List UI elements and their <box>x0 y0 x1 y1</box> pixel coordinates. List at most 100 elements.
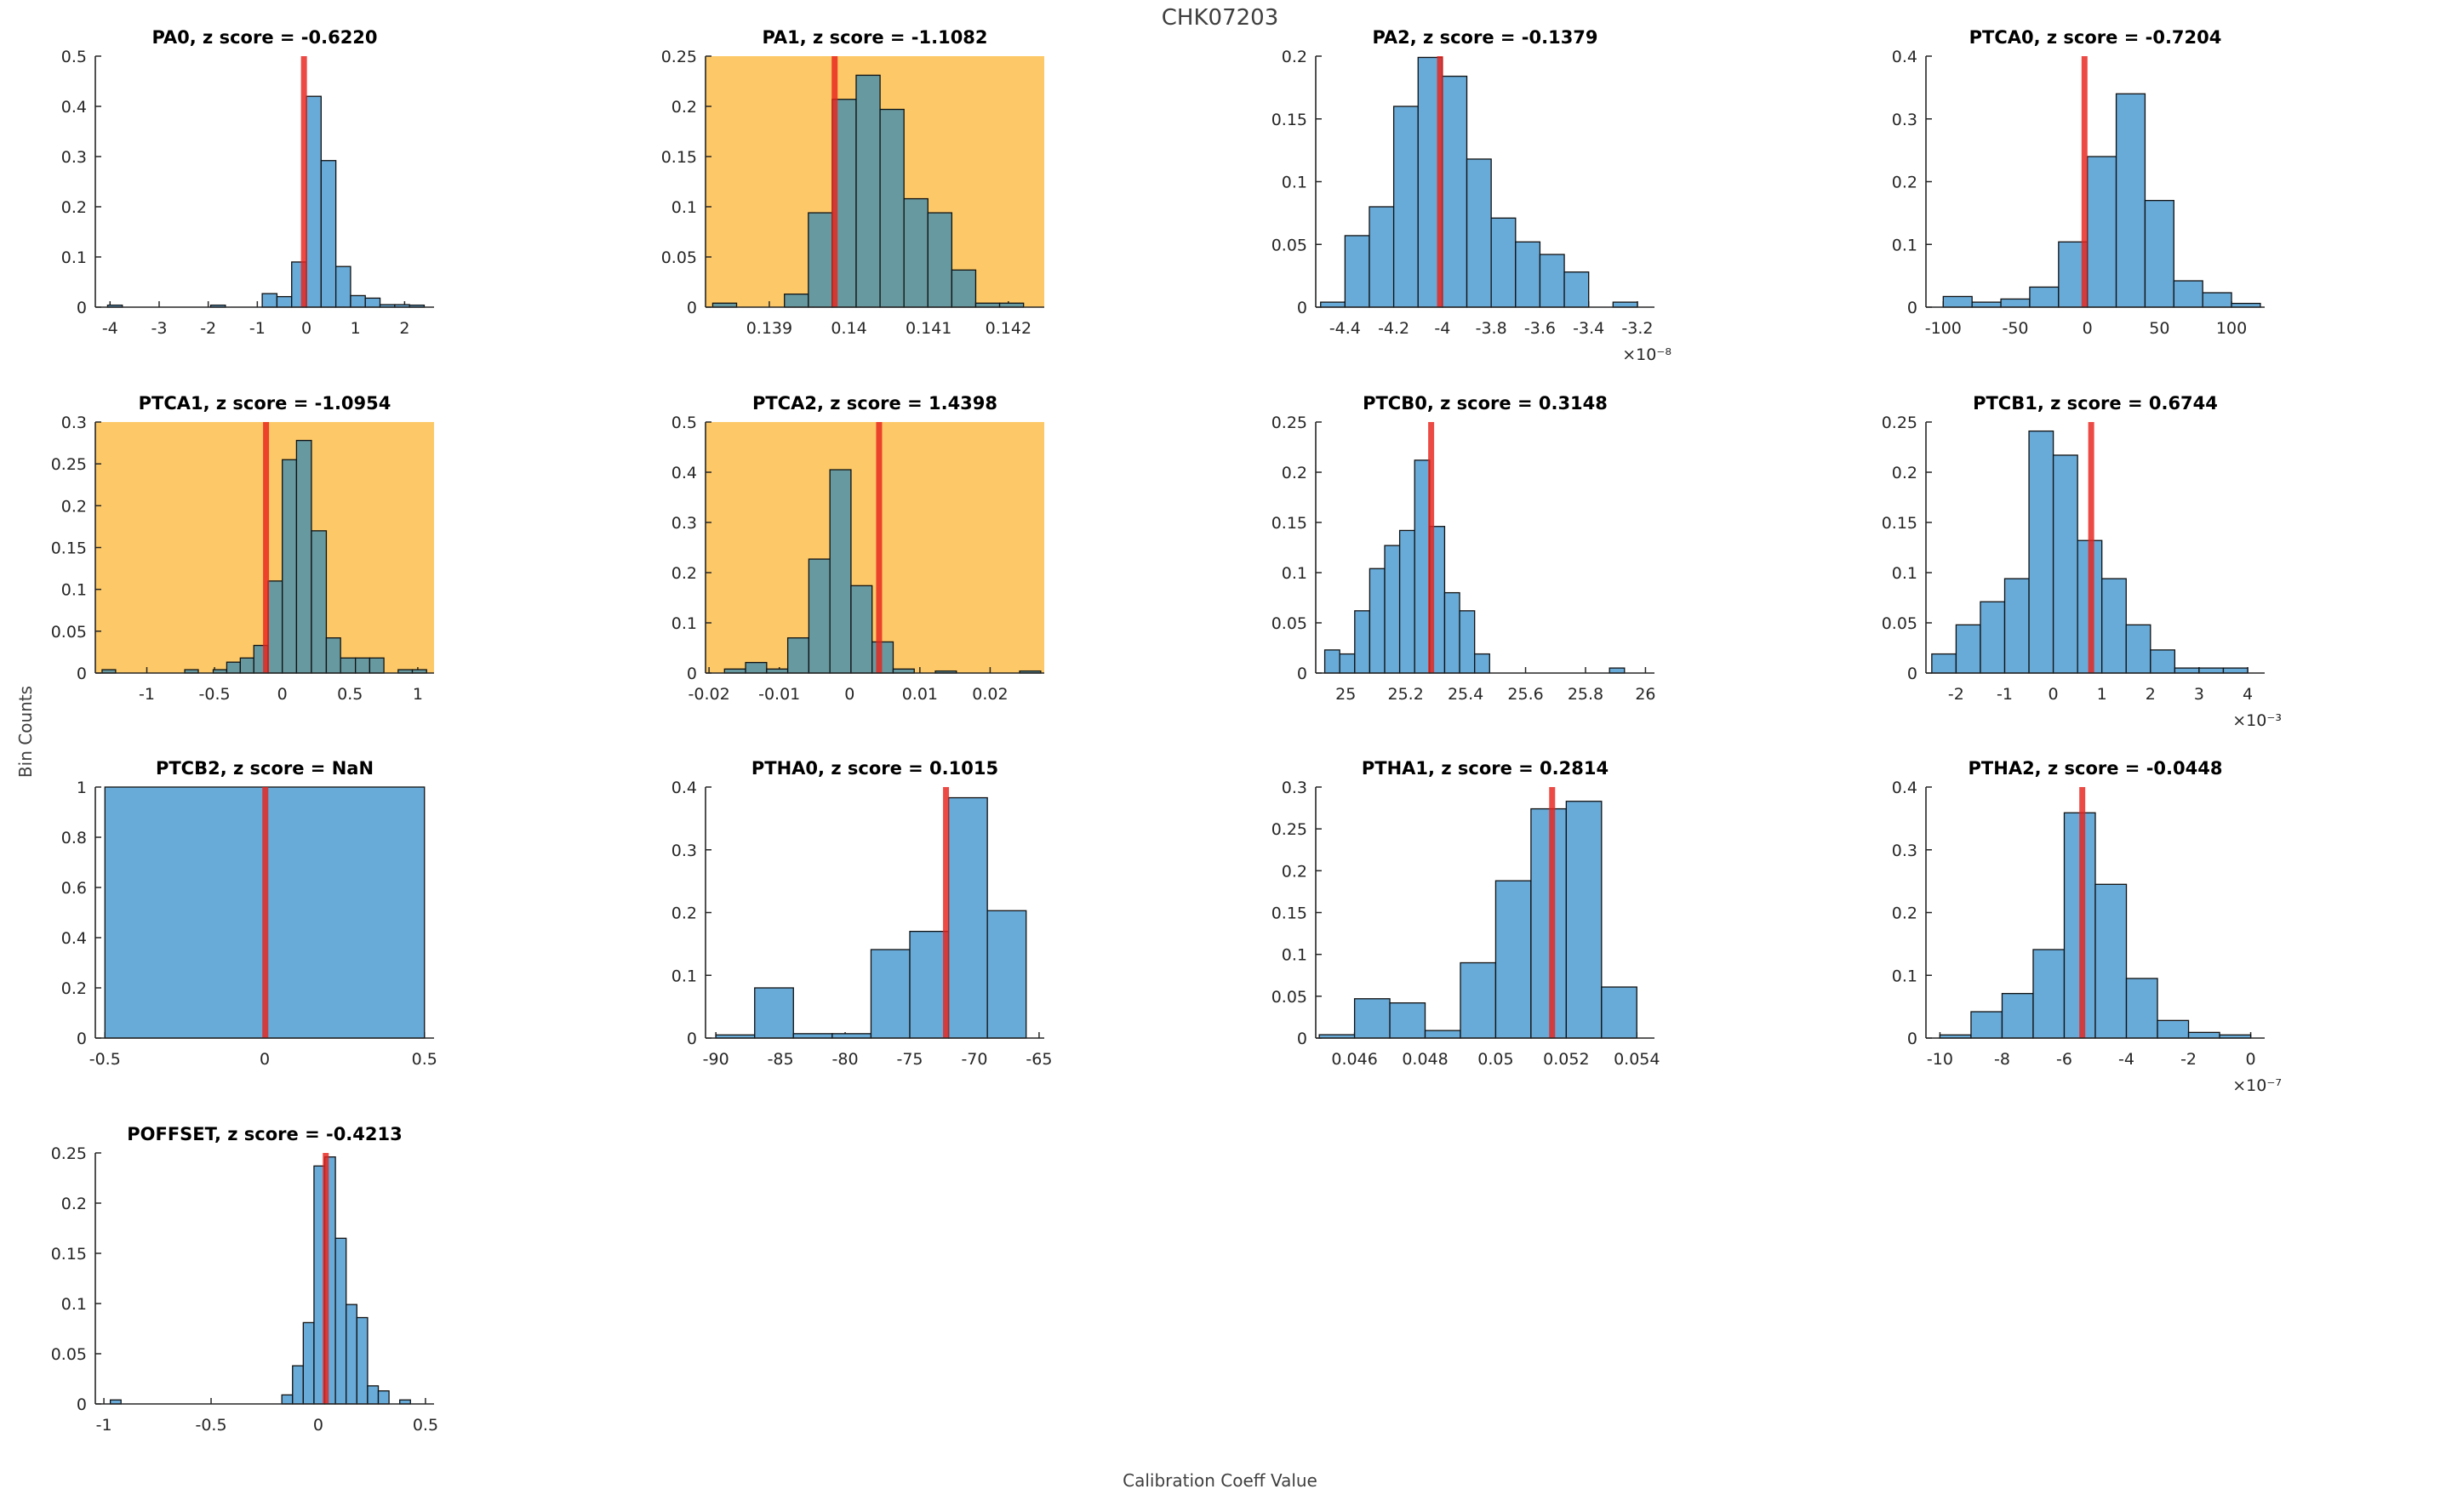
y-tick-label: 0.3 <box>61 414 87 432</box>
y-tick-label: 0.4 <box>1892 779 1917 797</box>
histogram-bar <box>1609 667 1626 674</box>
y-tick-label: 0.05 <box>661 248 697 267</box>
x-tick-label: -8 <box>1994 1050 2010 1069</box>
histogram-bar <box>2222 667 2249 674</box>
subplot-ptca0: 0 0.1 0.2 0.3 0.4 -100 -50 0 50 100 PTCA0, z score… <box>1831 22 2440 388</box>
y-tick-label: 0.15 <box>1271 514 1307 533</box>
histogram-bar <box>1515 241 1541 308</box>
y-tick-label: 0.1 <box>1892 564 1917 583</box>
x-tick-label: -2 <box>2180 1050 2197 1069</box>
histogram-bar <box>1344 235 1370 308</box>
histogram-bar <box>1414 459 1431 674</box>
histogram-bar <box>2101 578 2127 674</box>
x-tick-label: -4 <box>2118 1050 2134 1069</box>
subplot-title: PTHA1, z score = 0.2814 <box>1362 758 1609 779</box>
x-tick-label: -0.01 <box>758 685 800 704</box>
histogram-bar <box>1369 568 1386 674</box>
histogram-bar <box>2001 992 2034 1039</box>
histogram-pa0: 0 0.1 0.2 0.3 0.4 0.5 -4 -3 -2 -1 0 1 2 PA0, z score … <box>61 27 434 338</box>
histogram-bar <box>1354 610 1371 674</box>
y-tick-label: 0.2 <box>61 1195 87 1213</box>
subplot-title: PA0, z score = -0.6220 <box>151 27 377 48</box>
histogram-bar <box>1490 217 1517 308</box>
histogram-bar <box>292 1365 304 1405</box>
x-tick-label: 0 <box>260 1050 270 1069</box>
histogram-bar <box>2144 199 2174 308</box>
histogram-bar <box>306 95 322 308</box>
histogram-ptha2: 0 0.1 0.2 0.3 0.4 -10 -8 -6 -4 -2 0 ×10⁻⁷ PTHA2, z s… <box>1892 758 2282 1095</box>
x-tick-label: 2 <box>399 319 409 338</box>
histogram-bar <box>1980 601 2006 674</box>
x-tick-label: -3.4 <box>1573 319 1604 338</box>
histogram-bar <box>350 294 366 308</box>
y-tick-label: 0.8 <box>61 829 87 847</box>
subplot-ptca1: 0 0.05 0.1 0.15 0.2 0.25 0.3 -1 -0.5 0 0.5 1 PTCA1, … <box>0 388 609 754</box>
histogram-ptha1: 0 0.05 0.1 0.15 0.2 0.25 0.3 0.046 0.048 0.05 0.05… <box>1271 758 1660 1069</box>
histogram-bar <box>1494 880 1532 1039</box>
x-tick-label: -0.5 <box>195 1416 226 1435</box>
histogram-bar <box>951 269 977 308</box>
y-tick-label: 0.2 <box>671 98 697 117</box>
x-tick-label: -2 <box>1948 685 1964 704</box>
x-tick-label: 0.139 <box>746 319 792 338</box>
x-tick-label: 0.14 <box>831 319 866 338</box>
histogram-bar <box>369 657 385 674</box>
subplot-ptca2: 0 0.1 0.2 0.3 0.4 0.5 -0.02 -0.01 0 0.01 0.02 PTCA2… <box>610 388 1220 754</box>
histogram-bar <box>282 459 298 674</box>
y-tick-label: 0.5 <box>671 414 697 432</box>
y-tick-label: 0.2 <box>671 904 697 923</box>
y-tick-label: 0.15 <box>1882 514 1917 533</box>
histogram-bar <box>340 657 357 674</box>
histogram-bar <box>2032 949 2066 1039</box>
x-axis-offset-label: ×10⁻⁸ <box>1622 345 1671 364</box>
histogram-ptca0: 0 0.1 0.2 0.3 0.4 -100 -50 0 50 100 PTCA0, z score… <box>1892 27 2265 338</box>
histogram-bar <box>745 661 768 674</box>
histogram-bar <box>870 949 911 1039</box>
highlight-background <box>706 422 1044 673</box>
y-tick-label: 0.05 <box>1271 236 1307 254</box>
y-tick-label: 0.4 <box>61 929 87 948</box>
histogram-bar <box>2094 883 2128 1039</box>
y-tick-label: 0 <box>1297 1030 1307 1048</box>
x-tick-label: -1 <box>139 685 155 704</box>
x-tick-label: 1 <box>2097 685 2107 704</box>
histogram-ptcb1: 0 0.05 0.1 0.15 0.2 0.25 -2 -1 0 1 2 3 4 ×10⁻³ PTCB1, … <box>1882 393 2282 730</box>
x-tick-label: -0.5 <box>199 685 231 704</box>
histogram-ptca1: 0 0.05 0.1 0.15 0.2 0.25 0.3 -1 -0.5 0 0.5 1 PTCA1, … <box>51 393 434 704</box>
x-tick-label: -70 <box>961 1050 987 1069</box>
histogram-bar <box>1466 158 1492 308</box>
histogram-ptca2: 0 0.1 0.2 0.3 0.4 0.5 -0.02 -0.01 0 0.01 0.02 PTCA2… <box>671 393 1044 704</box>
y-tick-label: 0 <box>77 1395 87 1414</box>
x-tick-label: 0.05 <box>1477 1050 1513 1069</box>
y-tick-label: 0.05 <box>1882 614 1917 633</box>
x-tick-label: 25.2 <box>1388 685 1424 704</box>
histogram-bar <box>276 295 293 308</box>
x-axis-label: Calibration Coeff Value <box>1123 1470 1317 1491</box>
histogram-bar <box>2115 93 2146 308</box>
x-tick-label: 0.141 <box>906 319 951 338</box>
y-tick-label: 0.3 <box>1282 779 1307 797</box>
x-tick-label: 25 <box>1335 685 1356 704</box>
y-tick-label: 0.2 <box>1892 174 1917 192</box>
subplot-title: PTCA0, z score = -0.7204 <box>1969 27 2222 48</box>
x-tick-label: -3 <box>151 319 168 338</box>
x-tick-label: -65 <box>1026 1050 1052 1069</box>
x-tick-label: -10 <box>1927 1050 1953 1069</box>
histogram-bar <box>1424 1030 1461 1039</box>
histogram-bar <box>320 160 337 308</box>
y-tick-label: 0.15 <box>51 539 87 558</box>
histogram-bar <box>311 530 328 674</box>
histogram-bar <box>850 585 873 674</box>
histogram-bar <box>226 661 241 674</box>
x-tick-label: -4.4 <box>1329 319 1361 338</box>
x-tick-label: -1 <box>96 1416 112 1435</box>
y-tick-label: 0.2 <box>61 198 87 217</box>
subplot-title: PA1, z score = -1.1082 <box>762 27 987 48</box>
x-tick-label: 0 <box>2049 685 2059 704</box>
x-tick-label: -1 <box>1997 685 2013 704</box>
y-tick-label: 0.1 <box>61 248 87 267</box>
y-tick-label: 0.1 <box>1892 967 1917 985</box>
histogram-bar <box>377 1390 390 1405</box>
histogram-bar <box>903 197 929 308</box>
subplot-ptcb2: 0 0.2 0.4 0.6 0.8 1 -0.5 0 0.5 PTCB2, z score = N… <box>0 753 609 1119</box>
